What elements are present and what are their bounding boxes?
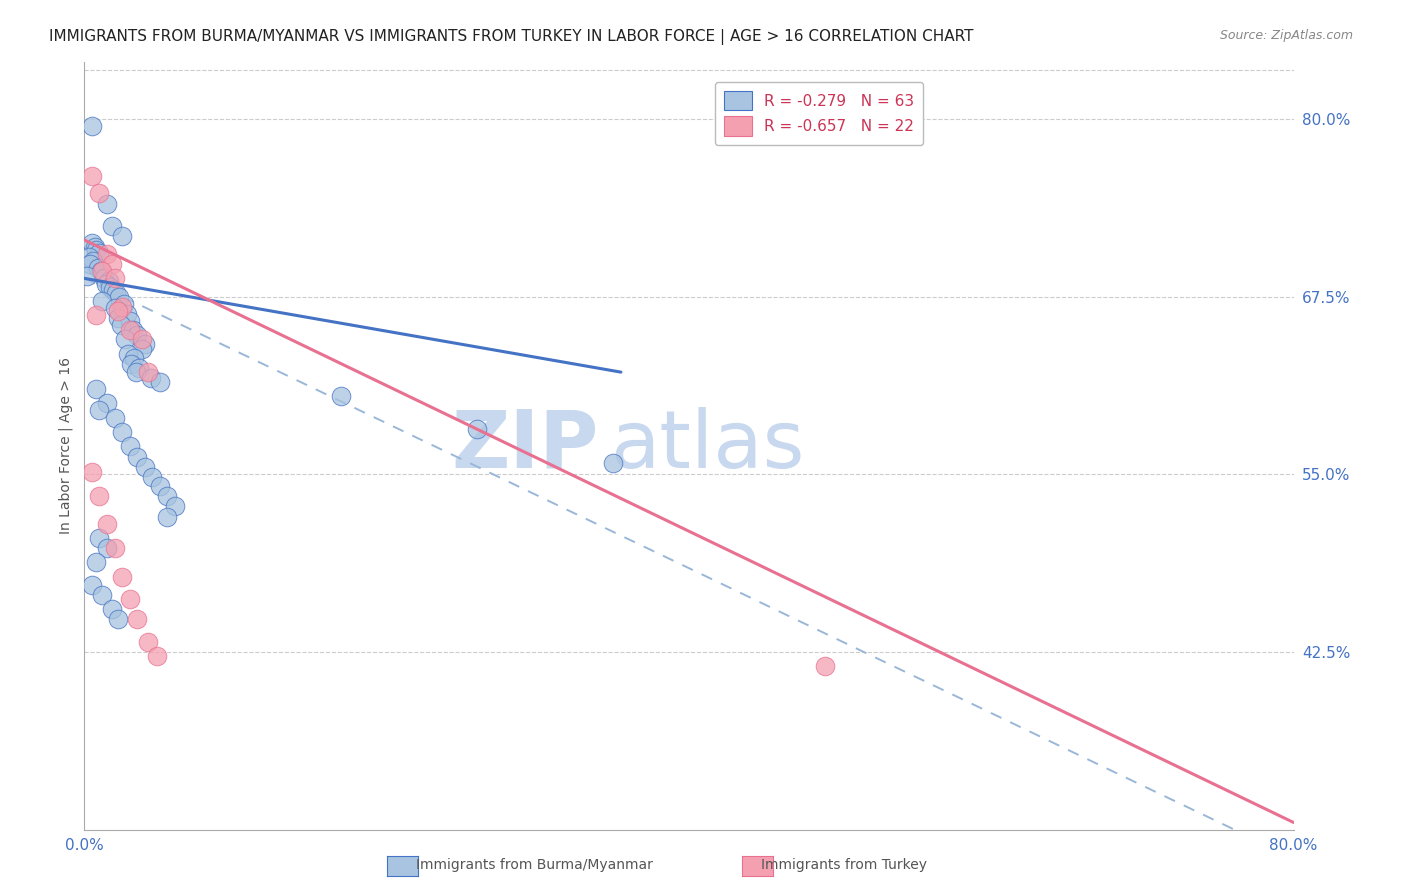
Point bbox=[105, 285, 128, 300]
Point bbox=[79, 257, 101, 271]
Point bbox=[602, 456, 624, 470]
Point bbox=[136, 635, 159, 649]
Point bbox=[77, 250, 100, 264]
Point bbox=[156, 489, 179, 503]
Point bbox=[87, 261, 110, 276]
Point bbox=[134, 460, 156, 475]
Point bbox=[82, 254, 104, 268]
Point bbox=[96, 517, 118, 532]
Point bbox=[117, 346, 139, 360]
Point bbox=[98, 280, 121, 294]
Point bbox=[149, 479, 172, 493]
Point bbox=[131, 343, 153, 357]
Point bbox=[120, 357, 142, 371]
Point bbox=[165, 499, 187, 513]
Point bbox=[100, 602, 122, 616]
Point bbox=[101, 283, 124, 297]
Point bbox=[94, 277, 117, 291]
Point bbox=[330, 389, 353, 403]
Point bbox=[107, 311, 129, 326]
Point bbox=[125, 365, 148, 379]
Point bbox=[76, 268, 98, 283]
Point bbox=[86, 308, 108, 322]
Point bbox=[96, 396, 118, 410]
Point bbox=[86, 243, 108, 257]
Point bbox=[136, 365, 159, 379]
Point bbox=[118, 322, 141, 336]
Point bbox=[127, 328, 149, 343]
Point bbox=[128, 360, 150, 375]
Point bbox=[122, 351, 145, 365]
Point bbox=[141, 470, 163, 484]
Point bbox=[86, 556, 108, 570]
Text: ZIP: ZIP bbox=[451, 407, 599, 485]
Point bbox=[118, 314, 141, 328]
Point bbox=[104, 301, 127, 316]
Point bbox=[100, 219, 122, 233]
Point bbox=[90, 264, 112, 278]
Point bbox=[112, 297, 135, 311]
Point bbox=[127, 450, 149, 465]
Point bbox=[89, 532, 111, 546]
Point bbox=[104, 410, 127, 425]
Y-axis label: In Labor Force | Age > 16: In Labor Force | Age > 16 bbox=[59, 358, 73, 534]
Point bbox=[100, 257, 122, 271]
Point bbox=[139, 371, 162, 385]
Point bbox=[131, 333, 153, 347]
Point bbox=[114, 333, 136, 347]
Point bbox=[111, 300, 134, 314]
Point bbox=[80, 578, 103, 592]
Legend: R = -0.279   N = 63, R = -0.657   N = 22: R = -0.279 N = 63, R = -0.657 N = 22 bbox=[716, 81, 924, 145]
Point bbox=[104, 271, 127, 285]
Point bbox=[89, 489, 111, 503]
Point bbox=[91, 588, 114, 602]
Point bbox=[80, 120, 103, 134]
Point bbox=[107, 304, 129, 318]
Text: Immigrants from Burma/Myanmar: Immigrants from Burma/Myanmar bbox=[416, 858, 652, 872]
Point bbox=[115, 307, 138, 321]
Point bbox=[91, 294, 114, 309]
Point bbox=[96, 247, 118, 261]
Point bbox=[134, 336, 156, 351]
Point bbox=[118, 439, 141, 453]
Point bbox=[121, 322, 143, 336]
Point bbox=[89, 186, 111, 201]
Point bbox=[111, 228, 134, 243]
Point bbox=[80, 235, 103, 250]
Point bbox=[96, 541, 118, 556]
Text: Source: ZipAtlas.com: Source: ZipAtlas.com bbox=[1219, 29, 1353, 42]
Point bbox=[84, 240, 107, 254]
Text: Immigrants from Turkey: Immigrants from Turkey bbox=[761, 858, 927, 872]
Point bbox=[86, 382, 108, 396]
Point bbox=[111, 570, 134, 584]
Point bbox=[107, 612, 129, 626]
Point bbox=[146, 649, 169, 664]
Point bbox=[149, 375, 172, 389]
Point bbox=[96, 197, 118, 211]
Text: atlas: atlas bbox=[610, 407, 804, 485]
Point bbox=[111, 425, 134, 439]
Point bbox=[118, 592, 141, 607]
Point bbox=[108, 290, 131, 304]
Point bbox=[467, 422, 489, 436]
Point bbox=[110, 318, 132, 333]
Point bbox=[127, 612, 149, 626]
Point bbox=[156, 510, 179, 524]
Text: IMMIGRANTS FROM BURMA/MYANMAR VS IMMIGRANTS FROM TURKEY IN LABOR FORCE | AGE > 1: IMMIGRANTS FROM BURMA/MYANMAR VS IMMIGRA… bbox=[49, 29, 974, 45]
Point bbox=[80, 465, 103, 479]
Point bbox=[93, 271, 115, 285]
Point bbox=[814, 659, 837, 673]
Point bbox=[97, 274, 120, 288]
Point bbox=[104, 541, 127, 556]
Point bbox=[80, 169, 103, 183]
Point bbox=[89, 245, 111, 260]
Point bbox=[89, 403, 111, 417]
Point bbox=[91, 264, 114, 278]
